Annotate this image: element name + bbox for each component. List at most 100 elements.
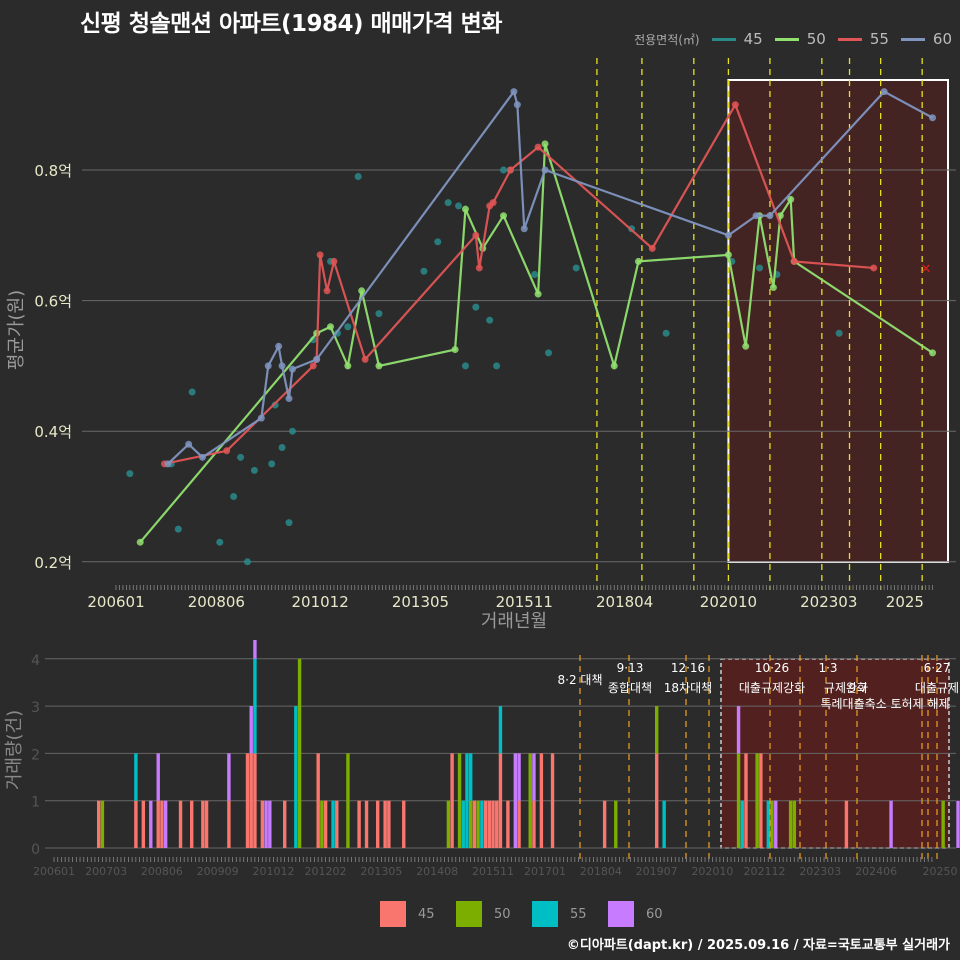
data-point	[724, 251, 732, 259]
data-point	[493, 362, 501, 370]
legend-item-45: 45	[711, 30, 763, 48]
x-tick-label: 20250	[923, 865, 958, 878]
bar-45	[383, 800, 387, 848]
bar-45	[472, 800, 477, 848]
data-point	[313, 355, 321, 363]
x-tick-label: 200601	[33, 865, 75, 878]
y-tick-label: 0.4억	[34, 423, 72, 441]
bar-45	[204, 800, 209, 848]
y-tick-label: 0.2억	[34, 554, 72, 572]
x-tick-label: 200703	[85, 865, 127, 878]
data-point	[520, 225, 528, 233]
y-tick-label: 0	[31, 842, 40, 858]
legend-item-55: 55	[837, 30, 889, 48]
swatch-icon	[532, 901, 558, 927]
data-point	[188, 388, 196, 396]
bar-45	[364, 800, 369, 848]
data-point	[534, 143, 542, 151]
data-point	[870, 264, 878, 272]
bar-45	[323, 800, 328, 848]
bar-50	[788, 800, 793, 848]
x-tick-label: 201012	[252, 865, 294, 878]
bar-50	[655, 706, 659, 754]
annotation-text: 특례대출축소 토허제 해제	[820, 697, 949, 711]
bar-45	[487, 800, 491, 848]
y-tick-label: 1	[31, 795, 40, 811]
bar-60	[227, 753, 231, 801]
bar-55	[465, 753, 469, 848]
bar-60	[736, 706, 741, 754]
data-point	[534, 290, 542, 298]
data-point	[174, 525, 182, 533]
data-point	[434, 238, 442, 246]
bar-45	[156, 800, 160, 848]
data-point	[455, 202, 463, 210]
bar-45	[844, 800, 849, 848]
data-point	[752, 212, 760, 220]
bar-45	[602, 800, 607, 848]
data-point	[264, 362, 272, 370]
bar-60	[517, 753, 521, 801]
legend-item-60: 60	[900, 30, 952, 48]
data-point	[223, 447, 231, 455]
data-point	[257, 414, 265, 422]
data-point	[486, 316, 494, 324]
data-point	[126, 470, 134, 478]
bar-50	[297, 658, 302, 848]
data-point	[880, 88, 888, 96]
bar-60	[774, 800, 778, 848]
data-point	[358, 287, 366, 295]
data-point	[285, 395, 293, 403]
x-tick-label: 201408	[416, 865, 458, 878]
bar-45	[260, 800, 265, 848]
data-point	[461, 205, 469, 213]
annotation-date: 9·13	[617, 661, 644, 675]
price-line-chart: 0.2억 0.4억 0.6억 0.8억 200601 200806 201012 201305…	[6, 58, 956, 632]
data-point	[787, 195, 795, 203]
annotation-text: 규제완화	[824, 681, 868, 695]
annotation-text: 대출규제강화	[739, 681, 805, 695]
bar-45	[532, 800, 536, 848]
bar-55	[461, 800, 465, 848]
data-point	[288, 365, 296, 373]
bar-45	[245, 753, 250, 848]
data-point	[634, 257, 642, 265]
bar-60	[513, 753, 518, 848]
bar-50	[320, 800, 324, 848]
legend-line-icon	[774, 37, 799, 41]
data-point	[541, 140, 549, 148]
volume-bar-chart: 0 1 2 3 4 거래량(건) 8·2 대책 9·13 종합대책 12·16 18차대책 10·26…	[4, 640, 960, 878]
data-point	[472, 303, 480, 311]
data-point	[648, 244, 656, 252]
data-point	[344, 323, 352, 331]
x-tick-label: 201305	[360, 865, 402, 878]
y-tick-label: 0.6억	[34, 293, 72, 311]
bar-45	[376, 800, 380, 848]
bar-45	[141, 800, 146, 848]
data-point	[662, 329, 670, 337]
bar-55	[662, 800, 666, 848]
annotation-text: 종합대책	[608, 680, 652, 695]
bar-45	[491, 800, 495, 848]
bar-45	[249, 753, 253, 848]
data-point	[500, 166, 508, 174]
bar-50	[469, 800, 473, 848]
bar-45	[759, 753, 763, 848]
data-point	[731, 101, 739, 109]
y-tick-label: 2	[31, 747, 40, 763]
bar-45	[357, 800, 361, 848]
data-point	[185, 440, 193, 448]
bar-45	[517, 800, 521, 848]
bar-55	[498, 706, 503, 754]
bar-45	[506, 800, 510, 848]
x-tick-label: 201012	[292, 593, 349, 611]
bar-45	[483, 800, 488, 848]
x-tick-label: 201804	[596, 593, 653, 611]
bar-55	[480, 800, 484, 848]
data-point	[275, 342, 283, 350]
bar-50	[446, 800, 451, 848]
data-point	[285, 519, 293, 527]
bar-60	[249, 706, 253, 754]
bar-55	[469, 753, 473, 801]
bar-60	[532, 753, 536, 801]
